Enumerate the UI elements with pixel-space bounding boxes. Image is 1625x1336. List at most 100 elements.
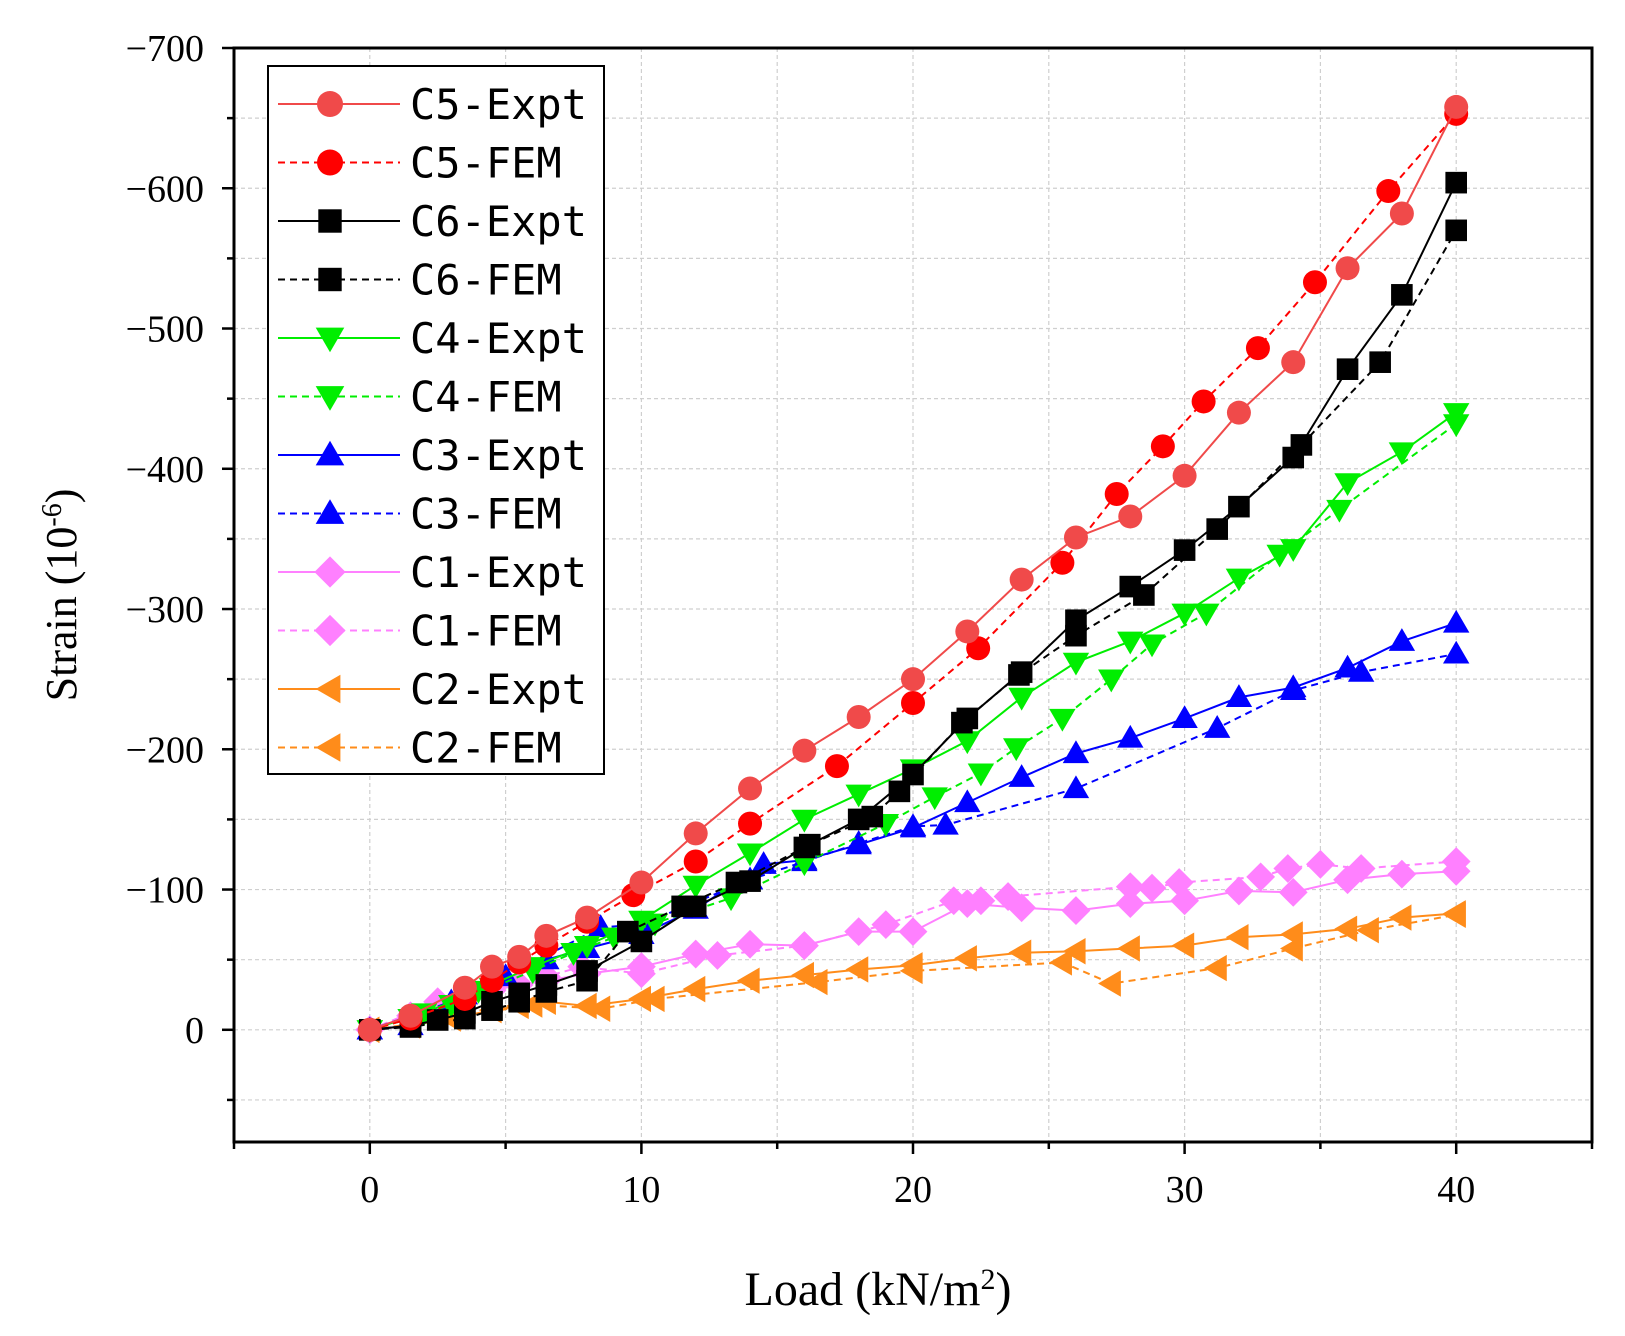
data-point-c5-fem [1150,434,1175,459]
data-point-c2-expt [791,961,814,989]
data-point-c4-fem [1193,603,1220,627]
data-point-c1-expt [1387,859,1417,889]
data-point-c4-expt [845,784,872,808]
data-point-c3-fem [1062,775,1090,799]
x-tick-label: 0 [360,1169,379,1211]
data-point-c3-expt [1062,740,1090,764]
data-point-c4-fem [1049,708,1076,732]
legend-label-c4-expt: C4-Expt [410,314,587,363]
data-point-c5-fem [824,754,849,779]
data-point-c5-expt [480,954,505,979]
data-point-c6-fem [888,780,911,803]
data-point-c4-expt [954,731,981,755]
data-point-c5-expt [1226,400,1251,425]
y-tick-label: 0 [185,1010,204,1052]
data-point-c2-fem [1356,917,1379,944]
x-tick-label: 20 [894,1169,932,1211]
data-point-c1-fem [1346,854,1376,883]
data-point-c1-fem [1115,872,1145,902]
legend-label-c4-fem: C4-FEM [410,373,562,422]
data-point-c1-fem [1246,862,1276,892]
data-point-c1-expt [1224,876,1254,906]
y-tick-label: −200 [126,729,204,771]
data-point-c5-expt [846,705,871,730]
data-point-c1-expt [844,917,874,947]
data-point-c6-expt [576,960,598,982]
legend-marker-c1-expt [314,556,346,588]
data-point-c3-expt [845,831,872,855]
legend-label-c2-fem: C2-FEM [410,724,562,773]
data-point-c6-fem [1369,351,1391,373]
y-tick-label: −600 [126,168,204,210]
data-point-c5-fem [738,811,763,836]
y-axis-label-sup: -6 [37,503,68,526]
series-line-c5-fem [369,113,1457,1031]
data-point-c1-expt [789,931,819,961]
legend-label-c6-expt: C6-Expt [410,197,587,246]
x-axis-label: Load (kN/m2) [745,1263,1012,1317]
data-point-c6-expt [1282,446,1305,469]
data-point-c1-expt [952,889,982,918]
legend-marker-c4-expt [315,327,345,353]
legend-marker-c5-fem [317,149,343,176]
legend-marker-c1-fem [314,614,346,647]
data-point-c3-expt [1443,609,1470,633]
data-point-c6-expt [630,930,653,953]
data-point-c1-expt [1170,886,1199,916]
data-point-c4-fem [921,787,948,811]
data-point-c5-fem [1376,179,1401,204]
data-point-c4-expt [1225,568,1253,592]
data-point-c5-expt [1118,504,1143,529]
data-point-c3-expt [1225,684,1253,707]
data-point-c4-expt [1062,652,1090,676]
data-point-c5-expt [1335,256,1360,281]
data-point-c6-expt [1445,171,1467,194]
data-point-c2-expt [954,945,977,972]
x-axis-label-main: Load (kN/m [745,1263,981,1316]
data-point-c5-expt [792,738,817,763]
data-point-c6-expt [847,808,870,831]
data-point-c5-expt [1172,463,1197,488]
data-point-c4-expt [1388,442,1416,466]
data-point-c1-expt [1333,865,1362,895]
axis-ticks [222,46,1594,1154]
data-point-c3-expt [1388,628,1416,651]
legend-label-c5-expt: C5-Expt [410,80,587,129]
data-point-c4-expt [628,910,655,934]
legend-marker-c2-expt [315,674,341,704]
legend-marker-c2-fem [315,733,341,762]
data-point-c5-fem [1104,482,1129,507]
data-point-c5-expt [1281,350,1306,375]
x-axis-label-sup: 2 [980,1263,995,1296]
data-point-c4-expt [682,875,709,899]
data-point-c5-expt [452,975,477,1000]
data-point-c5-expt [1063,525,1088,550]
data-point-c5-fem [901,690,925,715]
x-tick-label: 10 [622,1169,660,1211]
data-point-c2-expt [1008,939,1032,966]
data-point-c5-expt [575,905,600,930]
data-point-c1-fem [871,910,901,940]
data-point-c5-fem [1191,389,1216,414]
data-point-c3-expt [1334,654,1361,678]
data-point-c4-fem [1138,634,1166,658]
data-point-c2-fem [1049,949,1072,976]
legend-label-c1-expt: C1-Expt [410,548,587,597]
y-axis-label: Strain (10-6) [37,489,87,702]
y-axis-label-end: ) [37,489,86,504]
data-point-c1-expt [735,929,765,959]
data-point-c1-expt [627,952,656,982]
data-point-c1-fem [1273,854,1303,883]
data-point-c2-expt [1225,924,1249,951]
data-point-c1-expt [898,917,928,947]
data-point-c6-fem [1445,219,1467,242]
data-point-c2-expt [1388,904,1412,931]
y-axis-label-main: Strain (10 [37,527,86,702]
legend-marker-c6-expt [318,209,342,233]
data-point-c4-expt [1008,687,1035,711]
data-point-c4-expt [791,809,818,833]
data-point-c4-fem [791,853,818,877]
x-tick-label: 40 [1437,1169,1475,1211]
data-point-c1-fem [1306,849,1335,879]
data-point-c3-expt [1117,724,1144,748]
